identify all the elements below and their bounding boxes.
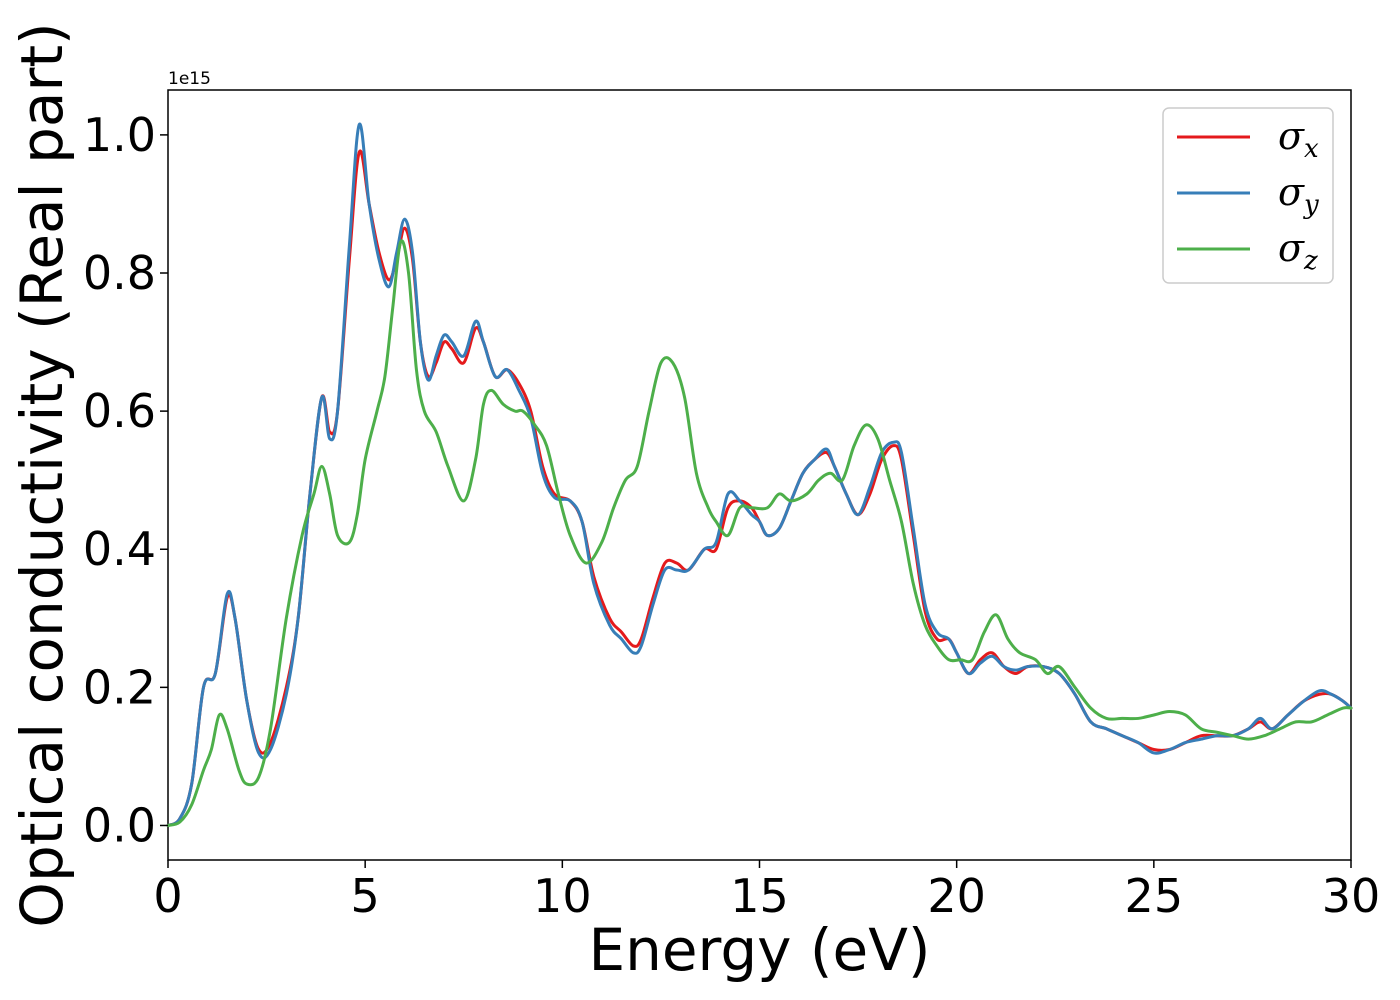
y-tick-label: 0.8: [83, 246, 156, 300]
y-axis-title: Optical conductivity (Real part): [8, 22, 76, 927]
legend-label-x: σx: [1278, 114, 1319, 164]
y-offset-label: 1e15: [168, 69, 211, 89]
x-tick-label: 5: [351, 869, 380, 923]
series-line-z: [166, 239, 1353, 827]
y-axis-ticks: 0.0 0.2 0.4 0.6 0.8 1.0: [83, 108, 168, 852]
legend-label-z: σz: [1278, 226, 1318, 276]
x-tick-label: 20: [927, 869, 986, 923]
legend: σx σy σz: [1162, 107, 1334, 284]
y-tick-label: 0.0: [83, 798, 156, 852]
x-tick-label: 15: [730, 869, 789, 923]
x-tick-label: 0: [153, 869, 182, 923]
x-axis-ticks: 0 5 10 15 20 25 30: [153, 860, 1380, 923]
y-tick-label: 0.4: [83, 522, 156, 576]
series-layer: [166, 122, 1353, 827]
y-tick-label: 0.6: [83, 384, 156, 438]
legend-box: [1162, 107, 1334, 284]
y-tick-label: 0.2: [83, 660, 156, 714]
y-tick-label: 1.0: [83, 108, 156, 162]
x-tick-label: 30: [1322, 869, 1381, 923]
x-axis-title: Energy (eV): [588, 916, 930, 984]
x-tick-label: 25: [1125, 869, 1184, 923]
legend-items: σx σy σz: [1177, 114, 1319, 276]
series-line-y: [166, 122, 1353, 827]
legend-label-y: σy: [1278, 170, 1319, 220]
x-tick-label: 10: [533, 869, 592, 923]
